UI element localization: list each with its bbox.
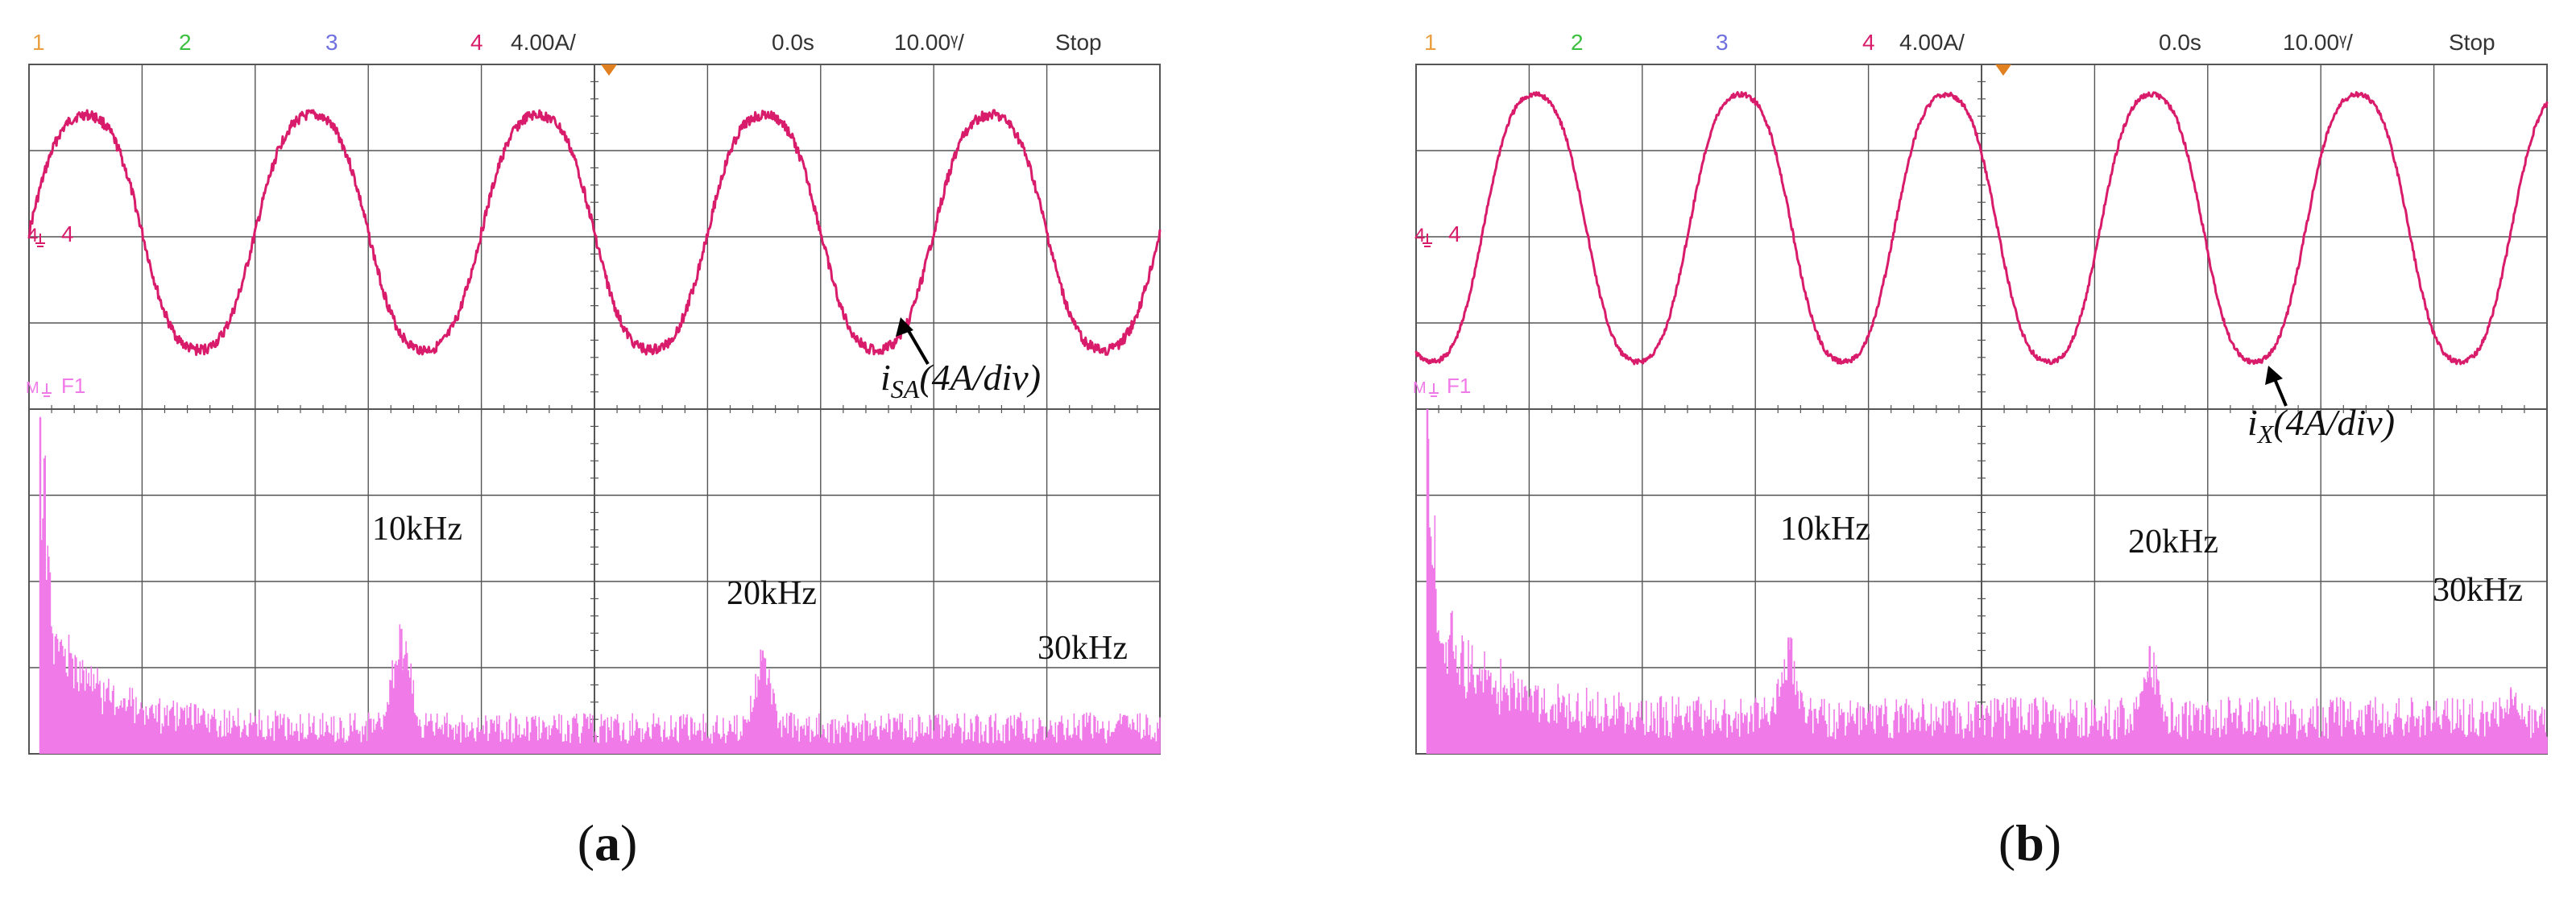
ch4-label: 4	[470, 30, 483, 55]
run-status: Stop	[2449, 30, 2495, 55]
scope-header-b: 1 2 3 4 4.00A/ 0.0s 10.00ᵞ/ Stop	[1424, 30, 2495, 55]
trigger-marker	[1995, 64, 2011, 76]
caption-label: a	[594, 814, 620, 871]
scope-screen-b: 1 2 3 4 4.00A/ 0.0s 10.00ᵞ/ Stop 4 4 M F…	[1413, 30, 2549, 755]
timebase-readout: 10.00ᵞ/	[894, 30, 964, 55]
fft-ground-marker: M F1	[26, 374, 85, 398]
scope-screen-a: 1 2 3 4 4.00A/ 0.0s 10.00ᵞ/ Stop 4 4 M F…	[26, 30, 1162, 755]
run-status: Stop	[1055, 30, 1102, 55]
trace-symbol: i	[880, 357, 891, 398]
caption-a: (a)	[577, 814, 638, 871]
fft-bars	[1427, 438, 2548, 754]
scope-grid-a	[28, 64, 1161, 755]
waveform-trace	[27, 109, 1162, 356]
caption-b: (b)	[1998, 814, 2062, 871]
ch4-marker-label: 4	[1448, 221, 1461, 246]
svg-text:M: M	[1413, 379, 1427, 397]
timebase-readout: 10.00ᵞ/	[2283, 30, 2353, 55]
peak-label-10khz: 10kHz	[1780, 511, 1870, 548]
scope-grid-b	[1415, 64, 2548, 755]
svg-text:iSA(4A/div): iSA(4A/div)	[880, 357, 1041, 403]
svg-text:M: M	[26, 379, 39, 397]
scope-header-a: 1 2 3 4 4.00A/ 0.0s 10.00ᵞ/ Stop	[32, 30, 1102, 55]
ch2-label: 2	[1571, 30, 1584, 55]
fft-spectrum-b	[1426, 409, 2548, 754]
peak-label-30khz: 30kHz	[1037, 630, 1128, 667]
fft-spectrum-a	[39, 416, 1161, 754]
svg-text:iX(4A/div): iX(4A/div)	[2247, 402, 2395, 449]
trace-scale: (4A/div)	[919, 357, 1041, 398]
trace-symbol: i	[2247, 402, 2258, 443]
ch4-ground-marker: 4 4	[1414, 221, 1461, 247]
current-waveform-b	[1414, 91, 2549, 366]
trace-subscript: X	[2256, 420, 2275, 449]
panel-a: 1 2 3 4 4.00A/ 0.0s 10.00ᵞ/ Stop 4 4 M F…	[0, 0, 1257, 902]
trace-subscript: SA	[891, 374, 920, 403]
waveform-trace	[1414, 91, 2549, 366]
peak-label-20khz: 20kHz	[727, 575, 817, 612]
caption-label: b	[2015, 814, 2044, 871]
peak-label-20khz: 20kHz	[2128, 523, 2218, 561]
ch2-label: 2	[179, 30, 192, 55]
trace-annotation-b: iX(4A/div)	[2247, 366, 2395, 449]
ch4-label: 4	[1862, 30, 1875, 55]
trigger-marker	[601, 64, 617, 76]
ch1-label: 1	[32, 30, 45, 55]
peak-label-10khz: 10kHz	[372, 511, 462, 548]
ch4-ground-marker: 4 4	[27, 221, 74, 247]
delay-readout: 0.0s	[772, 30, 814, 55]
ch4-marker-label: 4	[61, 221, 74, 246]
current-waveform-a	[27, 109, 1162, 356]
vertical-scale: 4.00A/	[1899, 30, 1965, 55]
svg-text:4: 4	[1414, 225, 1425, 246]
ch1-label: 1	[1424, 30, 1437, 55]
fft-marker-label: F1	[61, 374, 85, 398]
peak-label-30khz: 30kHz	[2433, 572, 2523, 609]
fft-ground-marker: M F1	[1413, 374, 1471, 398]
vertical-scale: 4.00A/	[511, 30, 576, 55]
trace-scale: (4A/div)	[2273, 402, 2395, 443]
panel-b: 1 2 3 4 4.00A/ 0.0s 10.00ᵞ/ Stop 4 4 M F…	[1402, 0, 2576, 902]
trace-annotation-a: iSA(4A/div)	[880, 317, 1041, 403]
fft-bars	[39, 416, 1161, 754]
fft-marker-label: F1	[1447, 374, 1471, 398]
ch3-label: 3	[1716, 30, 1729, 55]
ch3-label: 3	[325, 30, 338, 55]
delay-readout: 0.0s	[2159, 30, 2201, 55]
